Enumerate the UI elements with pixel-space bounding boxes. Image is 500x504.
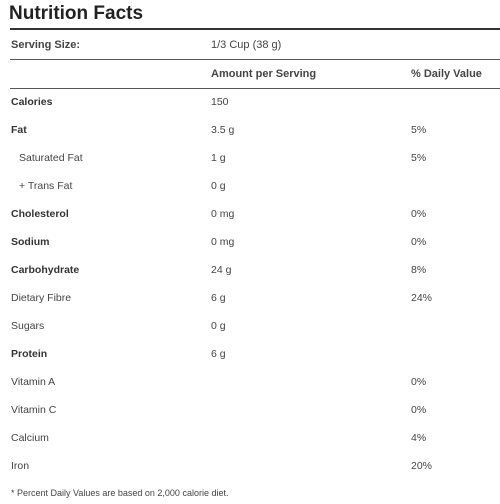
amount-column-header: Amount per Serving [211,68,317,80]
nutrient-daily-value: 5% [411,124,427,136]
nutrient-name: Cholesterol [11,208,69,220]
nutrient-amount: 0 g [211,320,226,332]
nutrient-row-calories: Calories 150 [0,88,500,116]
nutrient-name: Vitamin A [11,376,56,388]
nutrient-row-fat: Fat 3.5 g 5% [0,116,500,144]
nutrient-name: Sugars [11,320,45,332]
nutrient-name: Saturated Fat [19,152,83,164]
nutrient-row-sodium: Sodium 0 mg 0% [0,228,500,256]
nutrient-daily-value: 0% [411,376,427,388]
nutrient-daily-value: 24% [411,292,433,304]
nutrient-daily-value: 4% [411,432,427,444]
nutrient-row-protein: Protein 6 g [0,340,500,368]
nutrient-row-calcium: Calcium 4% [0,424,500,452]
nutrient-row-trans-fat: + Trans Fat 0 g [0,172,500,200]
daily-value-column-header: % Daily Value [411,68,482,80]
nutrient-row-iron: Iron 20% [0,452,500,480]
nutrient-amount: 1 g [211,152,226,164]
nutrient-row-cholesterol: Cholesterol 0 mg 0% [0,200,500,228]
nutrient-amount: 3.5 g [211,124,235,136]
nutrient-amount: 0 mg [211,236,235,248]
nutrient-daily-value: 20% [411,460,433,472]
serving-size-label: Serving Size: [11,39,81,51]
nutrient-row-vitamin-c: Vitamin C 0% [0,396,500,424]
nutrient-amount: 0 mg [211,208,235,220]
nutrient-amount: 6 g [211,348,226,360]
nutrient-name: Calories [11,96,53,108]
serving-rule [10,59,500,60]
nutrient-row-dietary-fibre: Dietary Fibre 6 g 24% [0,284,500,312]
nutrient-daily-value: 0% [411,208,427,220]
nutrient-name: Carbohydrate [11,264,80,276]
nutrient-daily-value: 0% [411,404,427,416]
title-rule [10,28,500,30]
nutrient-name: Dietary Fibre [11,292,72,304]
column-header-rule [10,88,500,89]
serving-size-value: 1/3 Cup (38 g) [211,39,282,51]
nutrient-table: Calories 150 Fat 3.5 g 5% Saturated Fat … [0,88,500,480]
nutrient-amount: 0 g [211,180,226,192]
nutrient-daily-value: 0% [411,236,427,248]
nutrient-row-sugars: Sugars 0 g [0,312,500,340]
nutrient-daily-value: 5% [411,152,427,164]
nutrient-row-carbohydrate: Carbohydrate 24 g 8% [0,256,500,284]
nutrient-amount: 24 g [211,264,232,276]
daily-value-footnote: * Percent Daily Values are based on 2,00… [11,488,229,498]
nutrient-row-saturated-fat: Saturated Fat 1 g 5% [0,144,500,172]
serving-size-row: Serving Size: 1/3 Cup (38 g) [0,30,500,60]
nutrient-name: Fat [11,124,27,136]
nutrient-amount: 6 g [211,292,226,304]
nutrient-amount: 150 [211,96,229,108]
nutrient-name: Sodium [11,236,50,248]
nutrient-name: Calcium [11,432,49,444]
nutrient-name: Vitamin C [11,404,57,416]
column-header-row: Amount per Serving % Daily Value [0,60,500,88]
nutrient-row-vitamin-a: Vitamin A 0% [0,368,500,396]
nutrition-title: Nutrition Facts [9,3,144,24]
nutrient-name: Iron [11,460,30,472]
nutrient-name: + Trans Fat [19,180,73,192]
nutrient-name: Protein [11,348,48,360]
nutrient-daily-value: 8% [411,264,427,276]
